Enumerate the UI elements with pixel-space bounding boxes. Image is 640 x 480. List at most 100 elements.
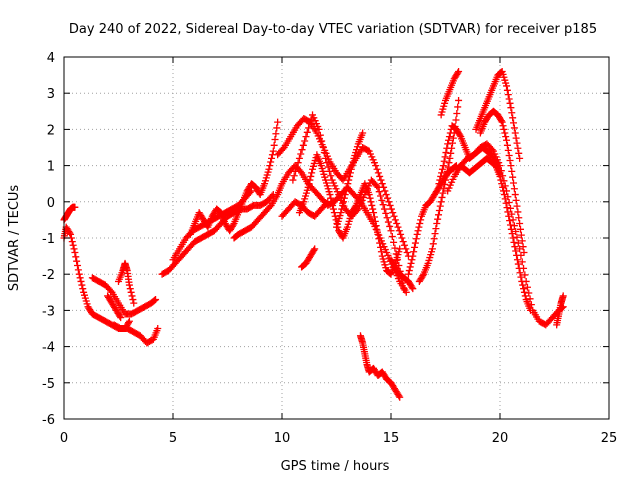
data-point-dense (435, 206, 443, 214)
data-point (372, 162, 380, 170)
data-point (324, 198, 332, 206)
data-point-dense (79, 285, 87, 293)
x-tick-label: 10 (274, 431, 291, 446)
data-point-dense (70, 245, 78, 253)
data-point-dense (387, 205, 395, 213)
data-point (446, 154, 454, 162)
data-point-dense (453, 109, 461, 117)
data-point (516, 154, 524, 162)
data-point-dense (384, 218, 392, 226)
data-point-dense (307, 172, 315, 180)
data-point-dense (342, 187, 350, 195)
data-point-dense (268, 154, 276, 162)
data-point-dense (488, 146, 496, 154)
data-point-dense (369, 205, 377, 213)
data-point-dense (266, 203, 274, 211)
data-point (433, 220, 441, 228)
data-point (130, 299, 138, 307)
data-point-dense (324, 163, 332, 171)
data-point-dense (513, 202, 521, 210)
data-point (511, 129, 519, 137)
data-point-dense (390, 238, 398, 246)
data-point-dense (517, 231, 525, 239)
data-point (75, 270, 83, 278)
data-point (374, 183, 382, 191)
data-point-dense (505, 95, 513, 103)
data-point-dense (390, 212, 398, 220)
data-point (341, 191, 349, 199)
data-point-dense (377, 192, 385, 200)
data-point-dense (372, 222, 380, 230)
data-point-dense (437, 172, 445, 180)
y-tick-label: 4 (47, 51, 55, 66)
data-point (359, 129, 367, 137)
data-point (455, 67, 463, 75)
data-point (444, 140, 452, 148)
y-tick-label: 0 (47, 196, 55, 211)
data-point-dense (447, 149, 455, 157)
data-point-dense (499, 183, 507, 191)
series-arc-24 (472, 67, 524, 162)
series-arc-17 (356, 332, 404, 401)
data-point-dense (514, 208, 522, 216)
data-point-dense (407, 259, 415, 267)
data-point-dense (391, 244, 399, 252)
data-point-dense (515, 214, 523, 222)
data-point (496, 172, 504, 180)
series-arc-19 (415, 96, 463, 285)
data-point-dense (382, 209, 390, 217)
data-point-dense (329, 205, 337, 213)
data-point-dense (454, 103, 462, 111)
data-point-dense (441, 180, 449, 188)
data-point-dense (338, 205, 346, 213)
data-point-dense (449, 134, 457, 142)
x-tick-label: 15 (383, 431, 400, 446)
data-point (559, 292, 567, 300)
data-point-dense (498, 180, 506, 188)
data-point-dense (411, 239, 419, 247)
data-point-dense (408, 256, 416, 264)
y-tick-label: -3 (42, 304, 55, 319)
data-point-dense (501, 195, 509, 203)
data-point (374, 230, 382, 238)
data-point-dense (316, 131, 324, 139)
series-arc-5 (115, 259, 138, 307)
data-point-dense (379, 201, 387, 209)
series-arc-26 (387, 256, 417, 293)
data-point-dense (345, 176, 353, 184)
data-point-dense (505, 199, 513, 207)
data-point-dense (415, 223, 423, 231)
data-point (330, 209, 338, 217)
data-point (500, 191, 508, 199)
data-point-dense (366, 194, 374, 202)
series-arc-9 (186, 118, 282, 238)
data-point-dense (395, 392, 403, 400)
data-point-dense (129, 296, 137, 304)
data-point-dense (383, 214, 391, 222)
data-point-dense (501, 129, 509, 137)
data-point-dense (446, 129, 454, 137)
data-point-dense (395, 227, 403, 235)
data-point-dense (510, 179, 518, 187)
data-point-dense (443, 144, 451, 152)
data-point (315, 125, 323, 133)
data-point-dense (431, 230, 439, 238)
data-point-dense (523, 283, 531, 291)
data-point-dense (507, 225, 515, 233)
data-point (513, 256, 521, 264)
data-point-dense (375, 235, 383, 243)
data-point-dense (439, 189, 447, 197)
data-point (509, 234, 517, 242)
data-point-dense (297, 150, 305, 158)
data-point-dense (441, 153, 449, 161)
data-point (507, 162, 515, 170)
data-point-dense (520, 285, 528, 293)
data-point-dense (445, 133, 453, 141)
data-point (516, 220, 524, 228)
y-axis-label: SDTVAR / TECUs (7, 185, 22, 292)
data-point-dense (515, 149, 523, 157)
data-point (404, 270, 412, 278)
data-point-dense (377, 176, 385, 184)
data-point (507, 104, 515, 112)
data-point (322, 154, 330, 162)
